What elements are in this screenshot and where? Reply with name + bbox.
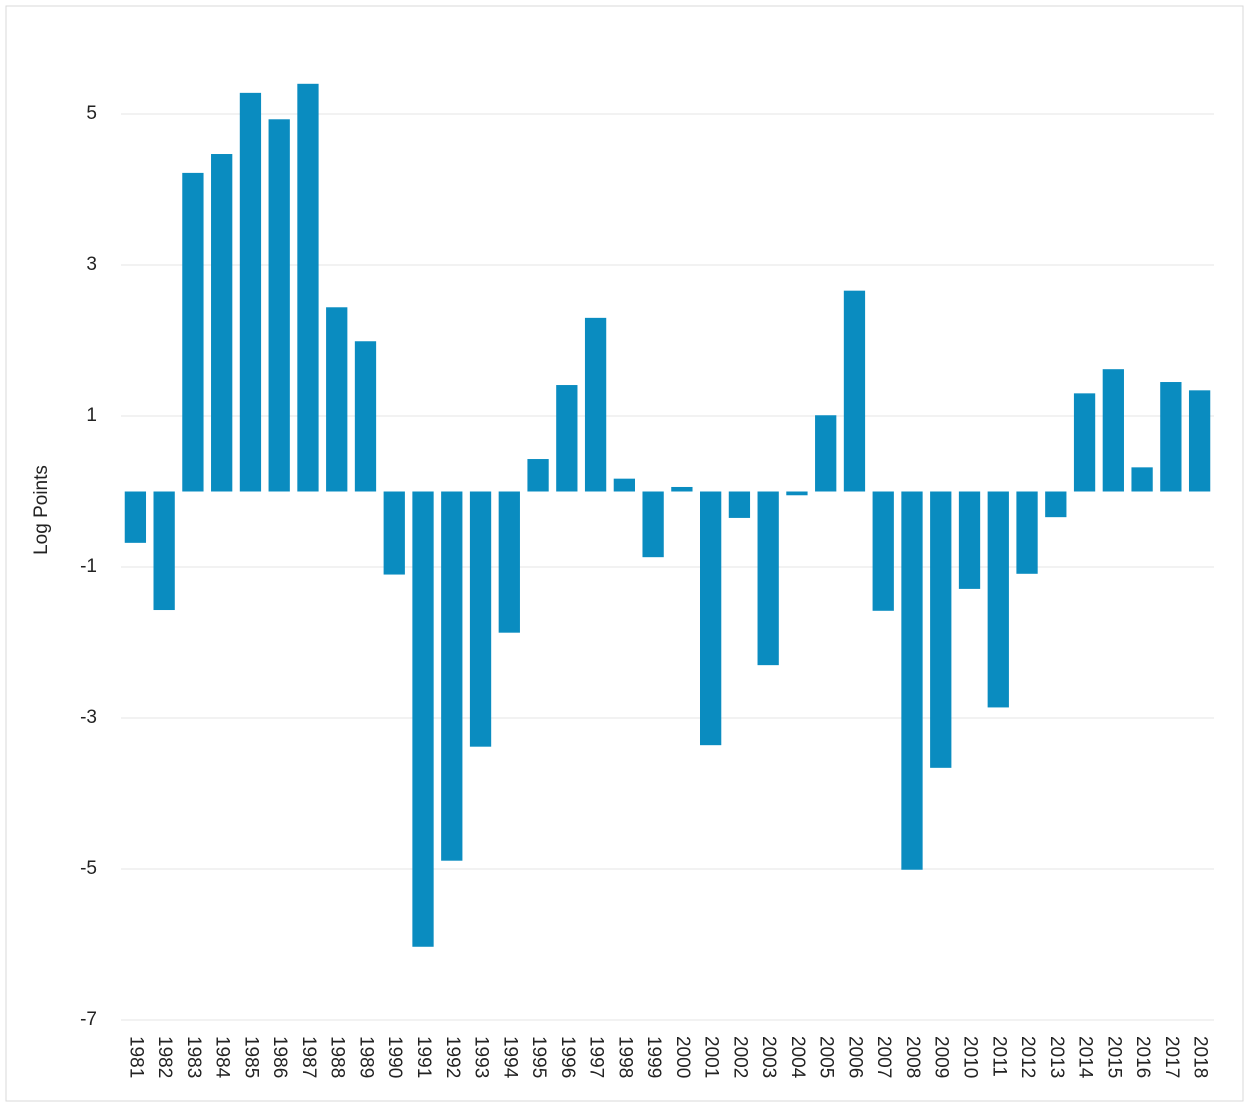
bar bbox=[124, 491, 147, 543]
x-tick-label: 2001 bbox=[701, 1036, 722, 1078]
x-tick-label: 1984 bbox=[212, 1036, 233, 1079]
y-tick-label: -7 bbox=[80, 1009, 97, 1030]
x-tick-label: 2006 bbox=[844, 1036, 865, 1078]
bar bbox=[958, 491, 981, 589]
y-tick-label: 1 bbox=[86, 405, 97, 426]
bar bbox=[182, 172, 204, 492]
bar bbox=[901, 491, 923, 870]
bar bbox=[613, 478, 635, 492]
x-tick-label: 1990 bbox=[384, 1036, 405, 1078]
y-tick-label: -1 bbox=[80, 556, 97, 577]
bar bbox=[757, 491, 779, 666]
bar bbox=[354, 341, 377, 492]
x-tick-label: 1992 bbox=[442, 1036, 463, 1078]
x-tick-label: 1993 bbox=[471, 1036, 492, 1078]
bar bbox=[527, 459, 549, 492]
x-tick-label: 1996 bbox=[557, 1036, 578, 1078]
x-tick-label: 1987 bbox=[298, 1036, 319, 1078]
bar bbox=[211, 154, 233, 492]
x-tick-label: 1985 bbox=[240, 1036, 261, 1078]
y-tick-label: 3 bbox=[86, 254, 97, 275]
x-tick-label: 2012 bbox=[1017, 1036, 1038, 1078]
bar bbox=[412, 491, 434, 947]
bar bbox=[1102, 369, 1124, 492]
bar bbox=[930, 491, 952, 768]
x-tick-label: 1999 bbox=[643, 1036, 664, 1078]
bar bbox=[642, 491, 664, 558]
x-tick-label: 2013 bbox=[1046, 1036, 1067, 1078]
bar bbox=[153, 491, 175, 611]
x-tick-label: 2005 bbox=[816, 1036, 837, 1078]
x-tick-label: 1995 bbox=[528, 1036, 549, 1078]
bar bbox=[268, 119, 290, 492]
x-tick-label: 2002 bbox=[729, 1036, 750, 1078]
x-tick-label: 2004 bbox=[787, 1036, 808, 1079]
chart-frame bbox=[5, 5, 1244, 1102]
x-tick-label: 1986 bbox=[269, 1036, 290, 1078]
x-tick-label: 2009 bbox=[931, 1036, 952, 1078]
bar bbox=[1073, 393, 1096, 492]
x-tick-label: 2014 bbox=[1075, 1036, 1096, 1079]
y-axis-label: Log Points bbox=[31, 465, 52, 555]
bar bbox=[441, 491, 463, 861]
bar bbox=[584, 317, 607, 492]
bar bbox=[728, 491, 751, 518]
x-tick-label: 1997 bbox=[586, 1036, 607, 1078]
x-tick-label: 2011 bbox=[988, 1036, 1009, 1077]
bar bbox=[1045, 491, 1067, 518]
bar bbox=[326, 307, 348, 492]
bar bbox=[297, 83, 319, 492]
bar bbox=[556, 385, 578, 492]
x-tick-label: 2018 bbox=[1190, 1036, 1211, 1078]
bar bbox=[700, 491, 722, 746]
x-tick-label: 1998 bbox=[614, 1036, 635, 1078]
x-tick-label: 2010 bbox=[959, 1036, 980, 1078]
bar bbox=[843, 290, 866, 492]
bar bbox=[1016, 491, 1038, 574]
x-tick-label: 2000 bbox=[672, 1036, 693, 1078]
bar bbox=[815, 415, 837, 492]
x-tick-label: 2007 bbox=[873, 1036, 894, 1078]
x-tick-label: 1983 bbox=[183, 1036, 204, 1078]
bar bbox=[383, 491, 405, 575]
y-tick-label: 5 bbox=[86, 103, 97, 124]
y-tick-label: -5 bbox=[80, 858, 97, 879]
y-tick-label: -3 bbox=[80, 707, 97, 728]
bar bbox=[671, 486, 693, 492]
bar bbox=[872, 491, 894, 611]
x-tick-label: 2015 bbox=[1103, 1036, 1124, 1078]
x-tick-label: 2003 bbox=[758, 1036, 779, 1078]
x-tick-label: 1982 bbox=[154, 1036, 175, 1078]
x-tick-label: 1989 bbox=[355, 1036, 376, 1078]
bar bbox=[1131, 467, 1153, 492]
x-tick-label: 1988 bbox=[327, 1036, 348, 1078]
bar bbox=[498, 491, 520, 633]
x-tick-label: 1981 bbox=[125, 1036, 146, 1078]
bar bbox=[1160, 382, 1182, 492]
bar bbox=[239, 92, 262, 492]
x-tick-label: 2016 bbox=[1132, 1036, 1153, 1078]
bar bbox=[786, 491, 808, 496]
bar bbox=[1188, 390, 1211, 492]
bar bbox=[987, 491, 1009, 708]
x-tick-label: 2017 bbox=[1161, 1036, 1182, 1078]
x-tick-label: 1994 bbox=[499, 1036, 520, 1079]
x-tick-label: 1991 bbox=[413, 1036, 434, 1078]
x-tick-label: 2008 bbox=[902, 1036, 923, 1078]
bar bbox=[469, 491, 492, 747]
